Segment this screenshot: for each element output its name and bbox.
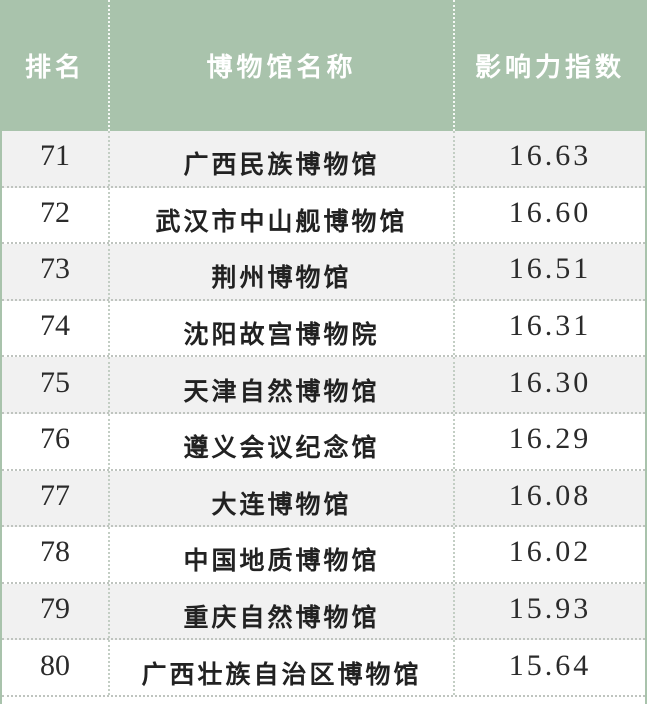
table-row: 71 广西民族博物馆 16.63 <box>2 131 645 188</box>
rank-cell: 75 <box>2 357 108 412</box>
rank-cell: 80 <box>2 640 108 695</box>
index-value: 16.63 <box>508 139 592 173</box>
index-cell: 16.08 <box>453 470 645 526</box>
table-header-row: 排名 博物馆名称 影响力指数 <box>2 0 645 131</box>
index-value: 16.29 <box>508 422 592 456</box>
museum-name-cell: 广西壮族自治区博物馆 <box>108 640 453 695</box>
museum-name: 荆州博物馆 <box>211 264 352 293</box>
museum-name: 广西民族博物馆 <box>183 151 380 180</box>
museum-name: 大连博物馆 <box>211 490 352 519</box>
rank-cell: 72 <box>2 188 108 243</box>
table-row: 75 天津自然博物馆 16.30 <box>2 357 645 414</box>
museum-name: 广西壮族自治区博物馆 <box>141 660 422 689</box>
index-cell: 16.31 <box>453 300 645 356</box>
museum-name-cell: 中国地质博物馆 <box>108 527 453 582</box>
index-cell: 16.29 <box>453 413 645 469</box>
index-value: 16.08 <box>508 478 592 512</box>
museum-name-cell: 武汉市中山舰博物馆 <box>108 187 453 243</box>
table-row: 80 广西壮族自治区博物馆 15.64 <box>2 640 645 697</box>
index-value: 16.30 <box>508 365 592 399</box>
museum-name-cell: 广西民族博物馆 <box>108 131 453 186</box>
table-row: 74 沈阳故宫博物院 16.31 <box>2 300 645 358</box>
museum-name: 沈阳故宫博物院 <box>183 321 380 350</box>
index-cell: 15.64 <box>453 640 645 695</box>
rank-cell: 79 <box>2 584 108 639</box>
rank-value: 77 <box>40 478 70 512</box>
index-value: 15.64 <box>508 648 592 682</box>
table-row: 78 中国地质博物馆 16.02 <box>2 527 645 584</box>
rank-value: 79 <box>40 592 70 626</box>
museum-name-cell: 天津自然博物馆 <box>108 357 453 412</box>
index-cell: 16.60 <box>453 187 645 243</box>
table-row: 72 武汉市中山舰博物馆 16.60 <box>2 187 645 245</box>
index-value: 15.93 <box>508 592 592 626</box>
table-row: 76 遵义会议纪念馆 16.29 <box>2 413 645 471</box>
rank-cell: 71 <box>2 131 108 186</box>
museum-name: 中国地质博物馆 <box>183 547 380 576</box>
museum-name: 遵义会议纪念馆 <box>183 434 380 463</box>
rank-cell: 74 <box>2 301 108 356</box>
index-cell: 16.02 <box>453 527 645 582</box>
index-value: 16.31 <box>508 309 592 343</box>
index-value: 16.02 <box>508 535 592 569</box>
rank-cell: 76 <box>2 414 108 469</box>
museum-name-cell: 大连博物馆 <box>108 470 453 526</box>
rank-value: 78 <box>40 535 70 569</box>
index-value: 16.60 <box>508 195 592 229</box>
table-row: 77 大连博物馆 16.08 <box>2 470 645 528</box>
rank-cell: 73 <box>2 244 108 299</box>
index-cell: 16.30 <box>453 357 645 412</box>
index-cell: 16.63 <box>453 131 645 186</box>
index-cell: 15.93 <box>453 583 645 639</box>
table-row: 73 荆州博物馆 16.51 <box>2 244 645 301</box>
museum-name: 重庆自然博物馆 <box>183 604 380 633</box>
rank-value: 72 <box>40 195 70 229</box>
museum-name-cell: 荆州博物馆 <box>108 244 453 299</box>
table-row: 79 重庆自然博物馆 15.93 <box>2 583 645 641</box>
index-cell: 16.51 <box>453 244 645 299</box>
rank-value: 73 <box>40 252 70 286</box>
rank-value: 76 <box>40 422 70 456</box>
rank-value: 75 <box>40 365 70 399</box>
column-header-influence-index: 影响力指数 <box>453 0 645 131</box>
rank-value: 71 <box>40 139 70 173</box>
column-header-museum-name: 博物馆名称 <box>108 0 453 131</box>
museum-name: 天津自然博物馆 <box>183 377 380 406</box>
rank-cell: 77 <box>2 471 108 526</box>
rank-value: 80 <box>40 648 70 682</box>
index-value: 16.51 <box>508 252 592 286</box>
rank-cell: 78 <box>2 527 108 582</box>
column-header-rank: 排名 <box>24 52 85 82</box>
museum-name-cell: 沈阳故宫博物院 <box>108 300 453 356</box>
rank-value: 74 <box>40 309 70 343</box>
museum-name: 武汉市中山舰博物馆 <box>155 207 408 236</box>
museum-name-cell: 遵义会议纪念馆 <box>108 413 453 469</box>
museum-name-cell: 重庆自然博物馆 <box>108 583 453 639</box>
